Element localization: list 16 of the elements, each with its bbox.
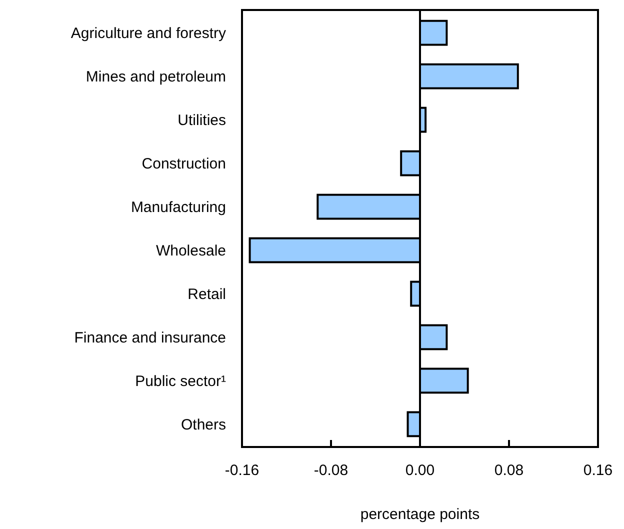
y-tick-label: Others xyxy=(180,416,226,434)
x-tick-label: 0.16 xyxy=(583,462,613,479)
y-tick-label: Mines and petroleum xyxy=(86,68,226,86)
x-axis-title: percentage points xyxy=(360,506,480,523)
x-tick-label: -0.08 xyxy=(314,462,348,479)
x-tick-label: 0.00 xyxy=(405,462,435,479)
y-tick-label: Agriculture and forestry xyxy=(70,25,226,42)
y-tick-label: Retail xyxy=(188,286,226,303)
y-tick-label: Public sector¹ xyxy=(135,372,226,390)
x-tick-label: -0.16 xyxy=(224,462,260,479)
y-tick-label: Manufacturing xyxy=(130,199,226,216)
y-tick-label: Wholesale xyxy=(156,242,226,260)
y-tick-label: Construction xyxy=(142,156,226,173)
x-tick-label: 0.08 xyxy=(494,462,524,479)
y-tick-label: Utilities xyxy=(178,112,226,130)
y-tick-label: Finance and insurance xyxy=(74,329,226,346)
